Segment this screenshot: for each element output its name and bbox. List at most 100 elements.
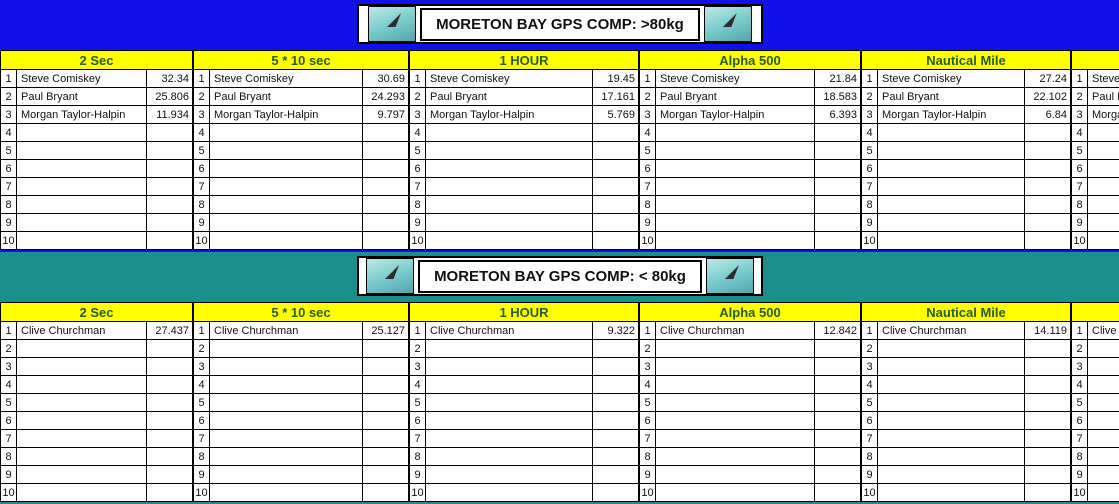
result-value-cell[interactable]: 6.393 <box>815 106 861 124</box>
table-row[interactable]: 3 Morgan Taylor-Halpin 9.797 <box>193 106 409 124</box>
rank-cell[interactable]: 9 <box>193 214 210 232</box>
competitor-name-cell[interactable] <box>210 484 363 502</box>
rank-cell[interactable]: 7 <box>1071 430 1088 448</box>
rank-cell[interactable]: 8 <box>0 196 17 214</box>
table-row[interactable]: 4 <box>0 124 193 142</box>
rank-cell[interactable]: 2 <box>861 340 878 358</box>
rank-cell[interactable]: 8 <box>193 196 210 214</box>
competitor-name-cell[interactable] <box>426 466 593 484</box>
rank-cell[interactable]: 6 <box>639 412 656 430</box>
rank-cell[interactable]: 4 <box>409 376 426 394</box>
competitor-name-cell[interactable] <box>878 412 1025 430</box>
competitor-name-cell[interactable] <box>1088 340 1119 358</box>
table-row[interactable]: 2 <box>861 340 1071 358</box>
competitor-name-cell[interactable] <box>17 430 147 448</box>
table-row[interactable]: 8 <box>1071 196 1119 214</box>
competitor-name-cell[interactable] <box>426 484 593 502</box>
rank-cell[interactable]: 7 <box>0 178 17 196</box>
competitor-name-cell[interactable]: Paul Bryant <box>426 88 593 106</box>
rank-cell[interactable]: 5 <box>193 142 210 160</box>
result-value-cell[interactable] <box>593 394 639 412</box>
rank-cell[interactable]: 2 <box>639 340 656 358</box>
result-value-cell[interactable] <box>815 232 861 250</box>
rank-cell[interactable]: 2 <box>861 88 878 106</box>
table-row[interactable]: 6 <box>861 160 1071 178</box>
rank-cell[interactable]: 8 <box>193 448 210 466</box>
rank-cell[interactable]: 8 <box>1071 196 1088 214</box>
competitor-name-cell[interactable] <box>656 358 815 376</box>
competitor-name-cell[interactable] <box>878 142 1025 160</box>
competitor-name-cell[interactable] <box>878 196 1025 214</box>
result-value-cell[interactable] <box>147 430 193 448</box>
competitor-name-cell[interactable]: Steve Comiskey <box>878 70 1025 88</box>
result-value-cell[interactable] <box>363 394 409 412</box>
rank-cell[interactable]: 7 <box>0 430 17 448</box>
table-row[interactable]: 3 Morgan Taylor-Halpin 11.934 <box>0 106 193 124</box>
result-value-cell[interactable] <box>593 412 639 430</box>
competitor-name-cell[interactable] <box>17 160 147 178</box>
competitor-name-cell[interactable] <box>878 232 1025 250</box>
table-row[interactable]: 6 <box>409 412 639 430</box>
result-value-cell[interactable] <box>593 232 639 250</box>
competitor-name-cell[interactable]: Paul Bryant <box>1088 88 1119 106</box>
rank-cell[interactable]: 3 <box>639 106 656 124</box>
table-row[interactable]: 7 <box>193 178 409 196</box>
result-value-cell[interactable] <box>593 430 639 448</box>
rank-cell[interactable]: 5 <box>193 394 210 412</box>
competitor-name-cell[interactable]: Paul Bryant <box>656 88 815 106</box>
table-row[interactable]: 9 <box>193 214 409 232</box>
result-value-cell[interactable] <box>147 358 193 376</box>
competitor-name-cell[interactable] <box>878 448 1025 466</box>
table-row[interactable]: 7 <box>409 178 639 196</box>
table-row[interactable]: 6 <box>0 160 193 178</box>
table-row[interactable]: 1 Clive Churchman 12.842 <box>639 322 861 340</box>
rank-cell[interactable]: 3 <box>193 358 210 376</box>
result-value-cell[interactable] <box>1025 232 1071 250</box>
table-row[interactable]: 1 Steve Comiskey 27.24 <box>861 70 1071 88</box>
rank-cell[interactable]: 6 <box>193 160 210 178</box>
result-value-cell[interactable] <box>147 214 193 232</box>
table-row[interactable]: 4 <box>0 376 193 394</box>
result-value-cell[interactable] <box>815 466 861 484</box>
result-value-cell[interactable] <box>593 484 639 502</box>
table-row[interactable]: 7 <box>639 178 861 196</box>
table-row[interactable]: 6 <box>0 412 193 430</box>
competitor-name-cell[interactable]: Steve Comiskey <box>17 70 147 88</box>
rank-cell[interactable]: 7 <box>1071 178 1088 196</box>
rank-cell[interactable]: 9 <box>0 466 17 484</box>
rank-cell[interactable]: 1 <box>1071 322 1088 340</box>
result-value-cell[interactable] <box>363 412 409 430</box>
competitor-name-cell[interactable] <box>1088 376 1119 394</box>
rank-cell[interactable]: 9 <box>409 466 426 484</box>
table-row[interactable]: 2 <box>639 340 861 358</box>
rank-cell[interactable]: 6 <box>193 412 210 430</box>
competitor-name-cell[interactable] <box>210 124 363 142</box>
table-row[interactable]: 7 <box>193 430 409 448</box>
rank-cell[interactable]: 1 <box>639 322 656 340</box>
competitor-name-cell[interactable]: Paul Bryant <box>17 88 147 106</box>
rank-cell[interactable]: 1 <box>409 70 426 88</box>
result-value-cell[interactable] <box>147 376 193 394</box>
result-value-cell[interactable] <box>363 484 409 502</box>
rank-cell[interactable]: 4 <box>193 376 210 394</box>
table-row[interactable]: 8 <box>409 448 639 466</box>
rank-cell[interactable]: 1 <box>193 70 210 88</box>
table-row[interactable]: 6 <box>409 160 639 178</box>
rank-cell[interactable]: 7 <box>193 430 210 448</box>
result-value-cell[interactable] <box>363 340 409 358</box>
rank-cell[interactable]: 10 <box>409 484 426 502</box>
competitor-name-cell[interactable] <box>426 232 593 250</box>
competitor-name-cell[interactable] <box>656 142 815 160</box>
result-value-cell[interactable]: 9.322 <box>593 322 639 340</box>
result-value-cell[interactable] <box>593 160 639 178</box>
rank-cell[interactable]: 3 <box>861 358 878 376</box>
table-row[interactable]: 2 <box>193 340 409 358</box>
competitor-name-cell[interactable] <box>878 484 1025 502</box>
table-row[interactable]: 8 <box>861 448 1071 466</box>
table-row[interactable]: 7 <box>861 178 1071 196</box>
competitor-name-cell[interactable] <box>878 376 1025 394</box>
rank-cell[interactable]: 5 <box>861 394 878 412</box>
competitor-name-cell[interactable] <box>1088 394 1119 412</box>
